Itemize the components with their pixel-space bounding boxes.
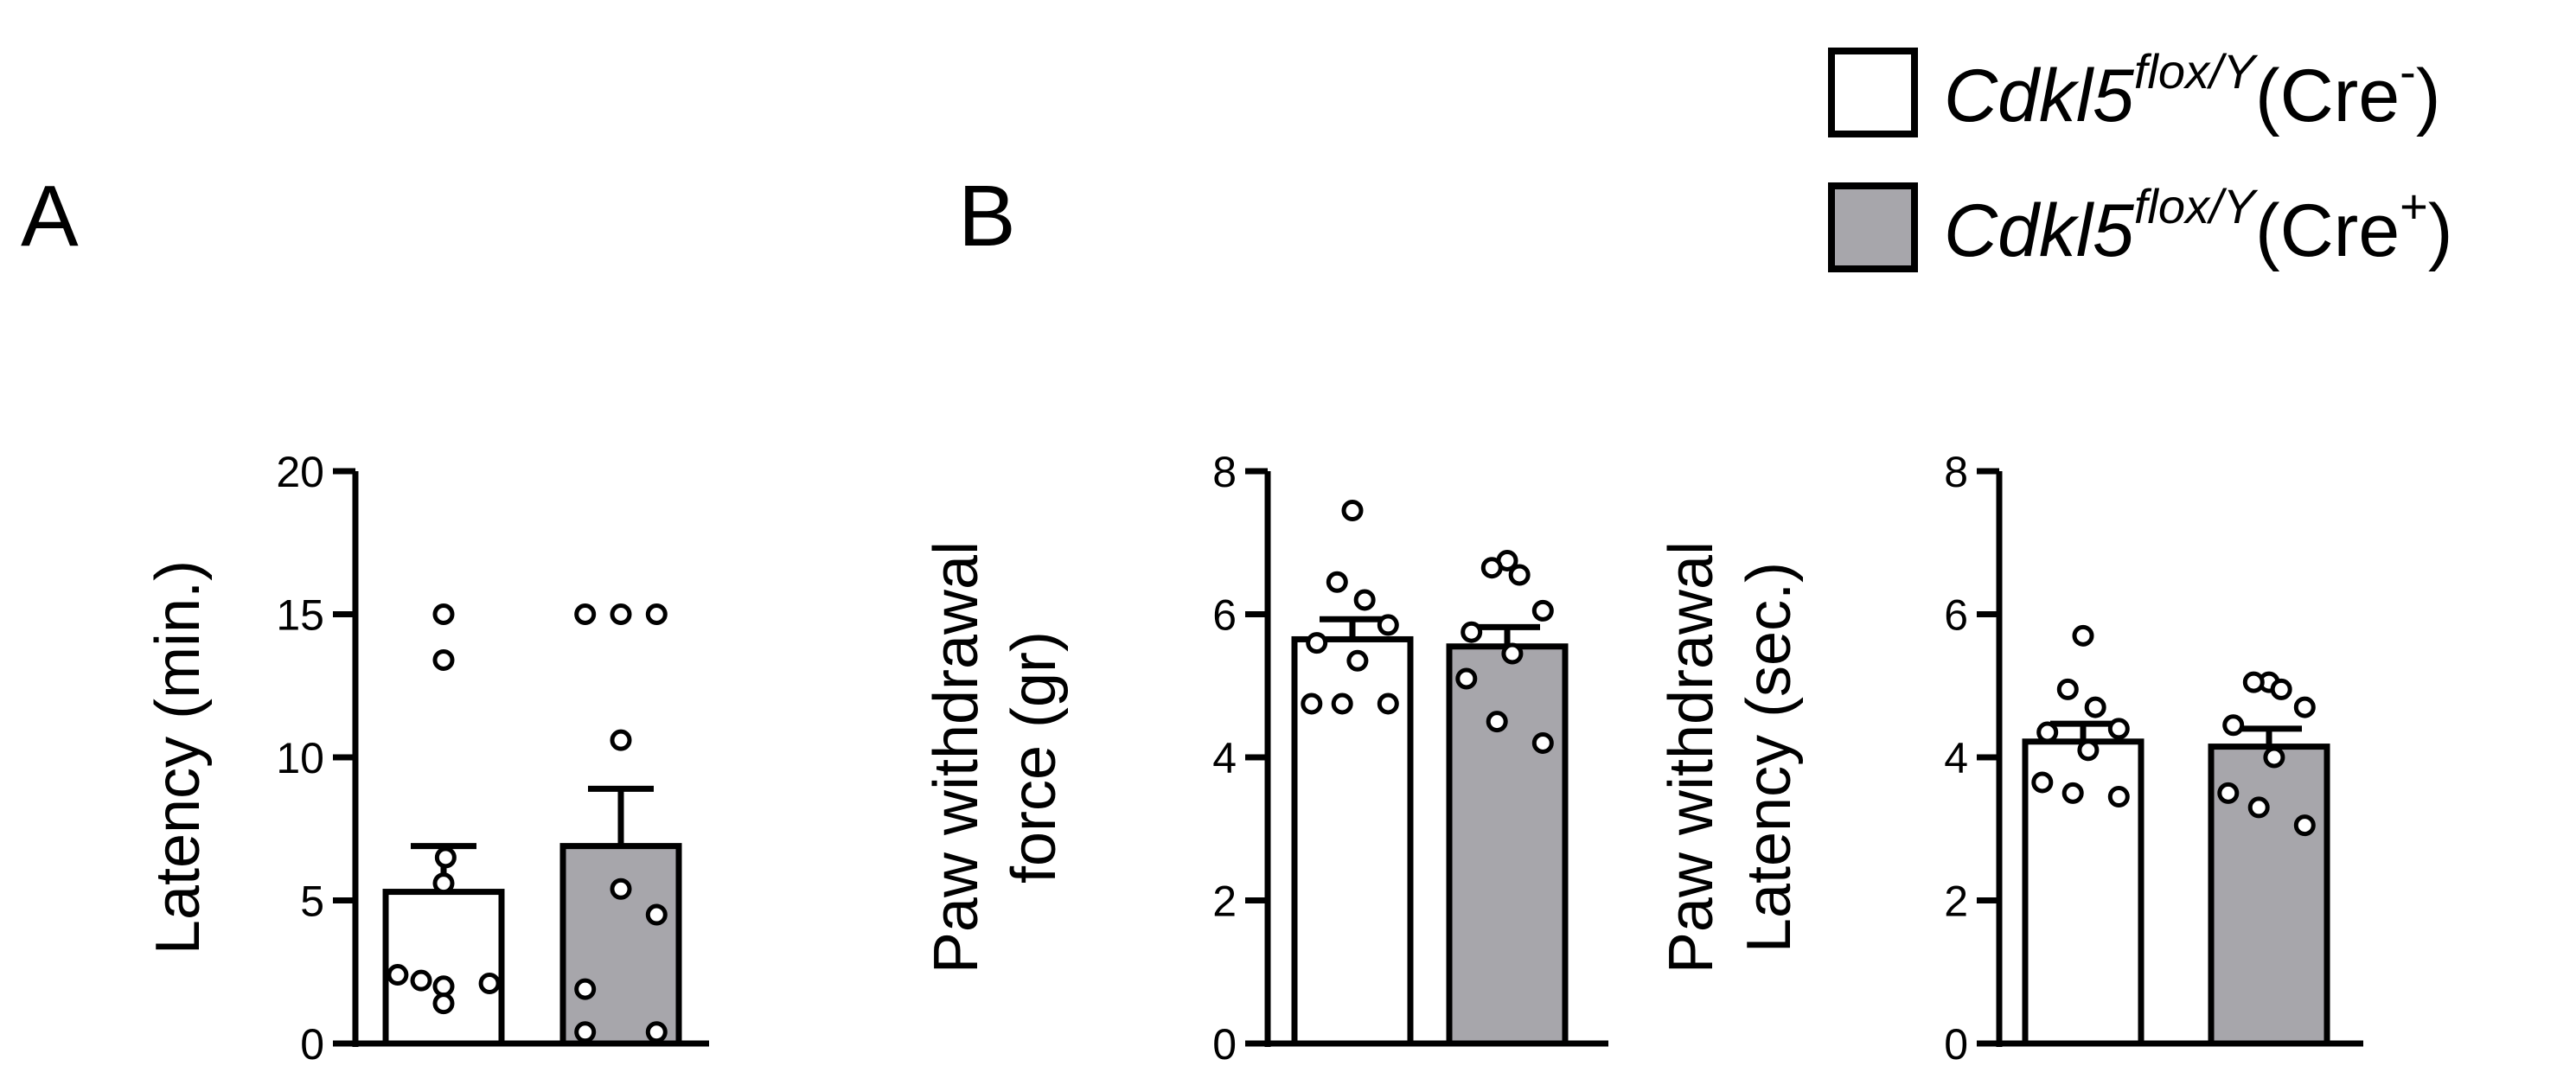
data-point: [2077, 739, 2100, 762]
data-point: [2217, 782, 2240, 804]
data-point: [1531, 599, 1554, 622]
data-point: [2072, 624, 2094, 647]
bar-cre-positive: [1446, 643, 1569, 1047]
chart-latency-min: 0 5 10 15 20 Latency (min.): [144, 448, 709, 1069]
y-tick-label: 4: [1944, 734, 1968, 782]
data-point: [1331, 692, 1353, 715]
data-point: [387, 964, 409, 986]
data-point: [432, 603, 455, 625]
y-axis-title: Paw withdrawal: [922, 541, 991, 973]
y-tick-label: 2: [1944, 878, 1968, 926]
y-tick-label: 0: [1944, 1020, 1968, 1069]
data-point: [1346, 649, 1369, 672]
data-point: [1377, 614, 1399, 636]
y-tick-label: 0: [1212, 1020, 1237, 1069]
data-point: [2293, 814, 2316, 837]
data-point: [610, 729, 632, 751]
data-point: [645, 1021, 668, 1044]
data-point: [2107, 718, 2130, 740]
data-point: [2061, 782, 2084, 804]
legend-entry-cre-negative: Cdkl5flox/Y(Cre-): [1828, 44, 2440, 137]
data-point: [1531, 731, 1554, 754]
legend: Cdkl5flox/Y(Cre-) Cdkl5flox/Y(Cre+): [1828, 44, 2453, 272]
y-axis-title: Latency (sec.): [1735, 562, 1804, 953]
y-tick-label: 8: [1212, 448, 1237, 496]
data-point: [2270, 678, 2292, 700]
data-point: [1301, 692, 1323, 715]
chart-paw-withdrawal-latency: 0 2 4 6 8 Paw withdrawal Latency (sec.): [1657, 448, 2363, 1069]
data-point: [410, 969, 432, 992]
data-point: [434, 846, 457, 869]
data-point: [610, 878, 632, 900]
data-point: [2242, 671, 2265, 693]
y-axis-title: force (gr): [1000, 631, 1069, 884]
data-point: [2084, 696, 2106, 718]
data-point: [1501, 642, 1524, 665]
data-point: [1353, 589, 1376, 611]
data-point: [2293, 696, 2316, 718]
data-point: [1306, 632, 1328, 654]
data-point: [2056, 678, 2079, 700]
data-point: [2247, 796, 2270, 819]
data-point: [1461, 621, 1483, 643]
data-point: [1486, 711, 1508, 733]
chart-paw-withdrawal-force: 0 2 4 6 8 Paw withdrawal force (gr): [922, 448, 1608, 1069]
y-tick-label: 5: [300, 878, 324, 926]
data-point: [2263, 746, 2285, 769]
data-point: [1508, 564, 1531, 586]
data-point: [478, 972, 501, 994]
data-point: [574, 603, 597, 625]
data-point: [645, 903, 668, 926]
data-point: [432, 992, 455, 1015]
y-tick-label: 20: [276, 448, 324, 496]
data-point: [2107, 786, 2130, 808]
data-point: [432, 975, 455, 998]
data-point: [1455, 667, 1478, 690]
y-tick-label: 6: [1212, 591, 1237, 640]
data-point: [1480, 557, 1503, 579]
data-point: [2031, 771, 2054, 794]
legend-label-cre-negative: Cdkl5flox/Y(Cre-): [1944, 44, 2440, 137]
y-tick-label: 6: [1944, 591, 1968, 640]
y-axis-title: Paw withdrawal: [1657, 541, 1726, 973]
data-point: [610, 603, 632, 625]
data-point: [574, 978, 597, 1000]
legend-entry-cre-positive: Cdkl5flox/Y(Cre+): [1828, 179, 2453, 272]
y-tick-label: 15: [276, 591, 324, 640]
data-point: [574, 1021, 597, 1044]
data-point: [2036, 721, 2059, 744]
data-point: [432, 648, 455, 671]
y-tick-label: 4: [1212, 734, 1237, 782]
legend-swatch-cre-positive: [1828, 182, 1918, 272]
y-tick-label: 2: [1212, 878, 1237, 926]
y-tick-label: 10: [276, 734, 324, 782]
legend-swatch-cre-negative: [1828, 48, 1918, 137]
data-point: [432, 872, 455, 895]
data-point: [2222, 714, 2245, 737]
panel-letter-b: B: [958, 168, 1016, 265]
data-point: [645, 603, 668, 625]
data-point: [1377, 692, 1399, 715]
panel-letter-a: A: [21, 168, 79, 265]
legend-label-cre-positive: Cdkl5flox/Y(Cre+): [1944, 179, 2453, 272]
y-tick-label: 8: [1944, 448, 1968, 496]
data-point: [1341, 500, 1364, 522]
y-tick-label: 0: [300, 1020, 324, 1069]
data-point: [1326, 571, 1348, 593]
y-axis-title: Latency (min.): [144, 560, 213, 954]
bar-cre-positive: [559, 843, 682, 1047]
